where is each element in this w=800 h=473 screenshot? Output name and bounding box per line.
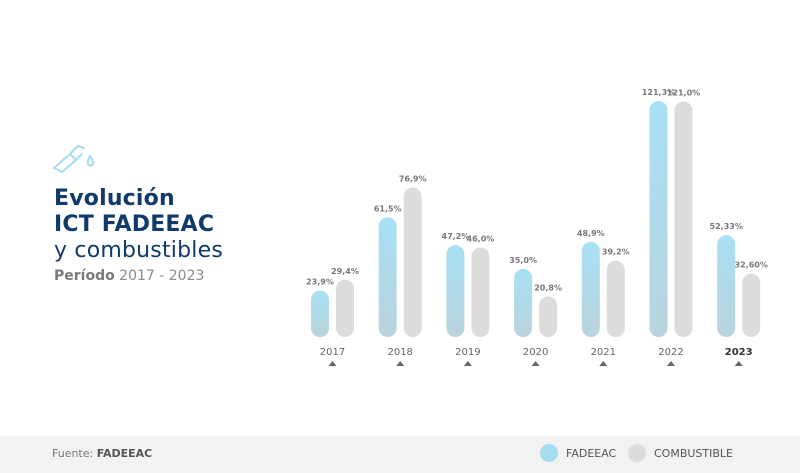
x-tick-label-2019: 2019 [455, 347, 480, 358]
tick-marker-2017 [328, 361, 337, 366]
data-label-fadeeac-2019: 47,2% [442, 232, 470, 241]
bar-combustible-2022 [674, 101, 693, 337]
tick-marker-2020 [531, 361, 540, 366]
title-line-2: ICT FADEEAC [54, 212, 215, 237]
data-label-combustible-2019: 46,0% [467, 235, 495, 244]
footer: Fuente: FADEEAC FADEEAC COMBUSTIBLE [0, 436, 800, 473]
bar-fadeeac-2018 [378, 217, 397, 337]
page-title: Evolución ICT FADEEAC y combustibles [54, 186, 223, 264]
data-label-fadeeac-2023: 52,33% [710, 222, 743, 231]
bar-fadeeac-2017 [311, 290, 329, 337]
period-text: Período 2017 - 2023 [54, 268, 204, 284]
legend-item-combustible: COMBUSTIBLE [628, 444, 733, 462]
tick-marker-2018 [396, 361, 405, 366]
x-tick-label-2022: 2022 [658, 347, 683, 358]
data-label-fadeeac-2017: 23,9% [306, 278, 334, 287]
data-label-fadeeac-2022: 121,3% [642, 88, 675, 97]
bar-fadeeac-2019 [446, 245, 465, 337]
bar-combustible-2020 [539, 296, 558, 337]
source-value: FADEEAC [96, 447, 153, 460]
legend-item-fadeeac: FADEEAC [540, 444, 616, 462]
bar-combustible-2017 [336, 279, 354, 337]
legend-label-combustible: COMBUSTIBLE [654, 446, 733, 460]
x-tick-label-2023: 2023 [725, 347, 753, 358]
source-label: Fuente: [52, 447, 94, 460]
data-label-combustible-2021: 39,2% [602, 248, 630, 257]
x-tick-label-2021: 2021 [591, 347, 616, 358]
bar-combustible-2019 [471, 247, 490, 337]
bar-fadeeac-2023 [717, 235, 736, 337]
period-label: Período [54, 268, 115, 284]
bar-fadeeac-2022 [649, 101, 668, 337]
bar-chart: 23,9% 29,4% 2017 61,5% 76,9% 2018 47,2%46,0% 20… [306, 88, 768, 366]
data-label-fadeeac-2021: 48,9% [577, 229, 605, 238]
data-label-combustible-2020: 20,8% [534, 284, 562, 293]
x-tick-label-2017: 2017 [320, 347, 345, 358]
fuel-nozzle-icon [53, 145, 95, 173]
tick-marker-2021 [599, 361, 608, 366]
title-line-1: Evolución [54, 186, 175, 211]
x-tick-label-2020: 2020 [523, 347, 548, 358]
bar-combustible-2021 [606, 260, 625, 337]
x-tick-label-2018: 2018 [387, 347, 412, 358]
data-label-combustible-2017: 29,4% [331, 267, 359, 276]
data-label-fadeeac-2018: 61,5% [374, 204, 402, 213]
title-line-3: y combustibles [54, 238, 223, 263]
source-text: Fuente: FADEEAC [52, 447, 152, 460]
bar-fadeeac-2020 [514, 268, 533, 337]
data-label-combustible-2023: 32,60% [735, 261, 768, 270]
tick-marker-2023 [734, 361, 743, 366]
bar-combustible-2018 [403, 187, 422, 337]
data-label-combustible-2018: 76,9% [399, 174, 427, 183]
legend-label-fadeeac: FADEEAC [566, 446, 617, 460]
data-label-fadeeac-2020: 35,0% [509, 256, 537, 265]
legend-swatch-combustible [628, 444, 646, 462]
bar-combustible-2023 [742, 273, 761, 337]
tick-marker-2019 [463, 361, 472, 366]
data-label-combustible-2022: 121,0% [667, 89, 700, 98]
period-range: 2017 - 2023 [119, 268, 205, 284]
tick-marker-2022 [667, 361, 675, 366]
legend-swatch-fadeeac [540, 444, 558, 462]
bar-fadeeac-2021 [581, 241, 600, 337]
